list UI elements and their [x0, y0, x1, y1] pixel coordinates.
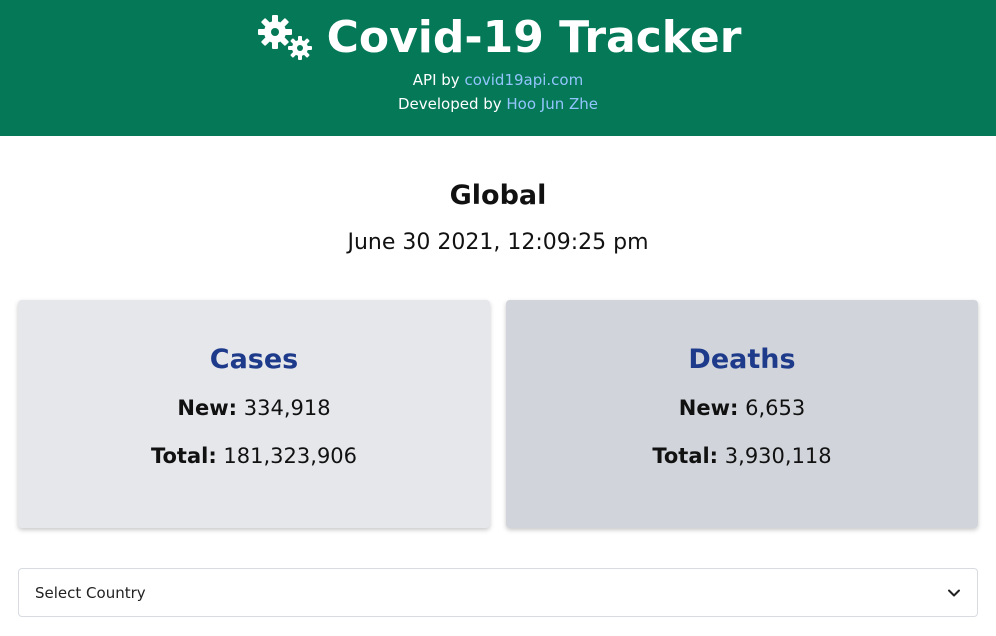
- country-select[interactable]: Select Country: [18, 568, 978, 617]
- deaths-card: Deaths New: 6,653 Total: 3,930,118: [506, 300, 978, 528]
- developer-credit: Developed by Hoo Jun Zhe: [0, 92, 996, 116]
- cases-new-label: New:: [177, 396, 238, 420]
- country-select-value: Select Country: [35, 583, 146, 602]
- developer-link[interactable]: Hoo Jun Zhe: [506, 95, 599, 113]
- deaths-new-label: New:: [678, 396, 739, 420]
- api-credit: API by covid19api.com: [0, 68, 996, 92]
- deaths-total-value: 3,930,118: [724, 444, 832, 468]
- cases-total-value: 181,323,906: [223, 444, 358, 468]
- app-header: Covid-19 Tracker API by covid19api.com D…: [0, 0, 996, 136]
- cases-new-stat: New: 334,918: [18, 388, 490, 428]
- cases-card-title: Cases: [209, 344, 299, 375]
- deaths-new-stat: New: 6,653: [506, 388, 978, 428]
- last-updated-timestamp: June 30 2021, 12:09:25 pm: [347, 230, 649, 255]
- app-title: Covid-19 Tracker: [326, 12, 742, 63]
- deaths-new-value: 6,653: [745, 396, 806, 420]
- developer-credit-prefix: Developed by: [397, 95, 507, 113]
- api-link[interactable]: covid19api.com: [464, 71, 584, 89]
- cases-total-label: Total:: [150, 444, 217, 468]
- cases-new-value: 334,918: [243, 396, 331, 420]
- region-title: Global: [449, 180, 547, 211]
- api-credit-prefix: API by: [412, 71, 465, 89]
- chevron-down-icon: [948, 589, 960, 596]
- virus-gears-icon: [257, 15, 312, 60]
- stats-cards: Cases New: 334,918 Total: 181,323,906 De…: [18, 300, 978, 528]
- deaths-total-stat: Total: 3,930,118: [506, 436, 978, 476]
- cases-total-stat: Total: 181,323,906: [18, 436, 490, 476]
- deaths-total-label: Total:: [652, 444, 719, 468]
- deaths-card-title: Deaths: [688, 344, 796, 375]
- title-row: Covid-19 Tracker: [0, 8, 996, 68]
- cases-card: Cases New: 334,918 Total: 181,323,906: [18, 300, 490, 528]
